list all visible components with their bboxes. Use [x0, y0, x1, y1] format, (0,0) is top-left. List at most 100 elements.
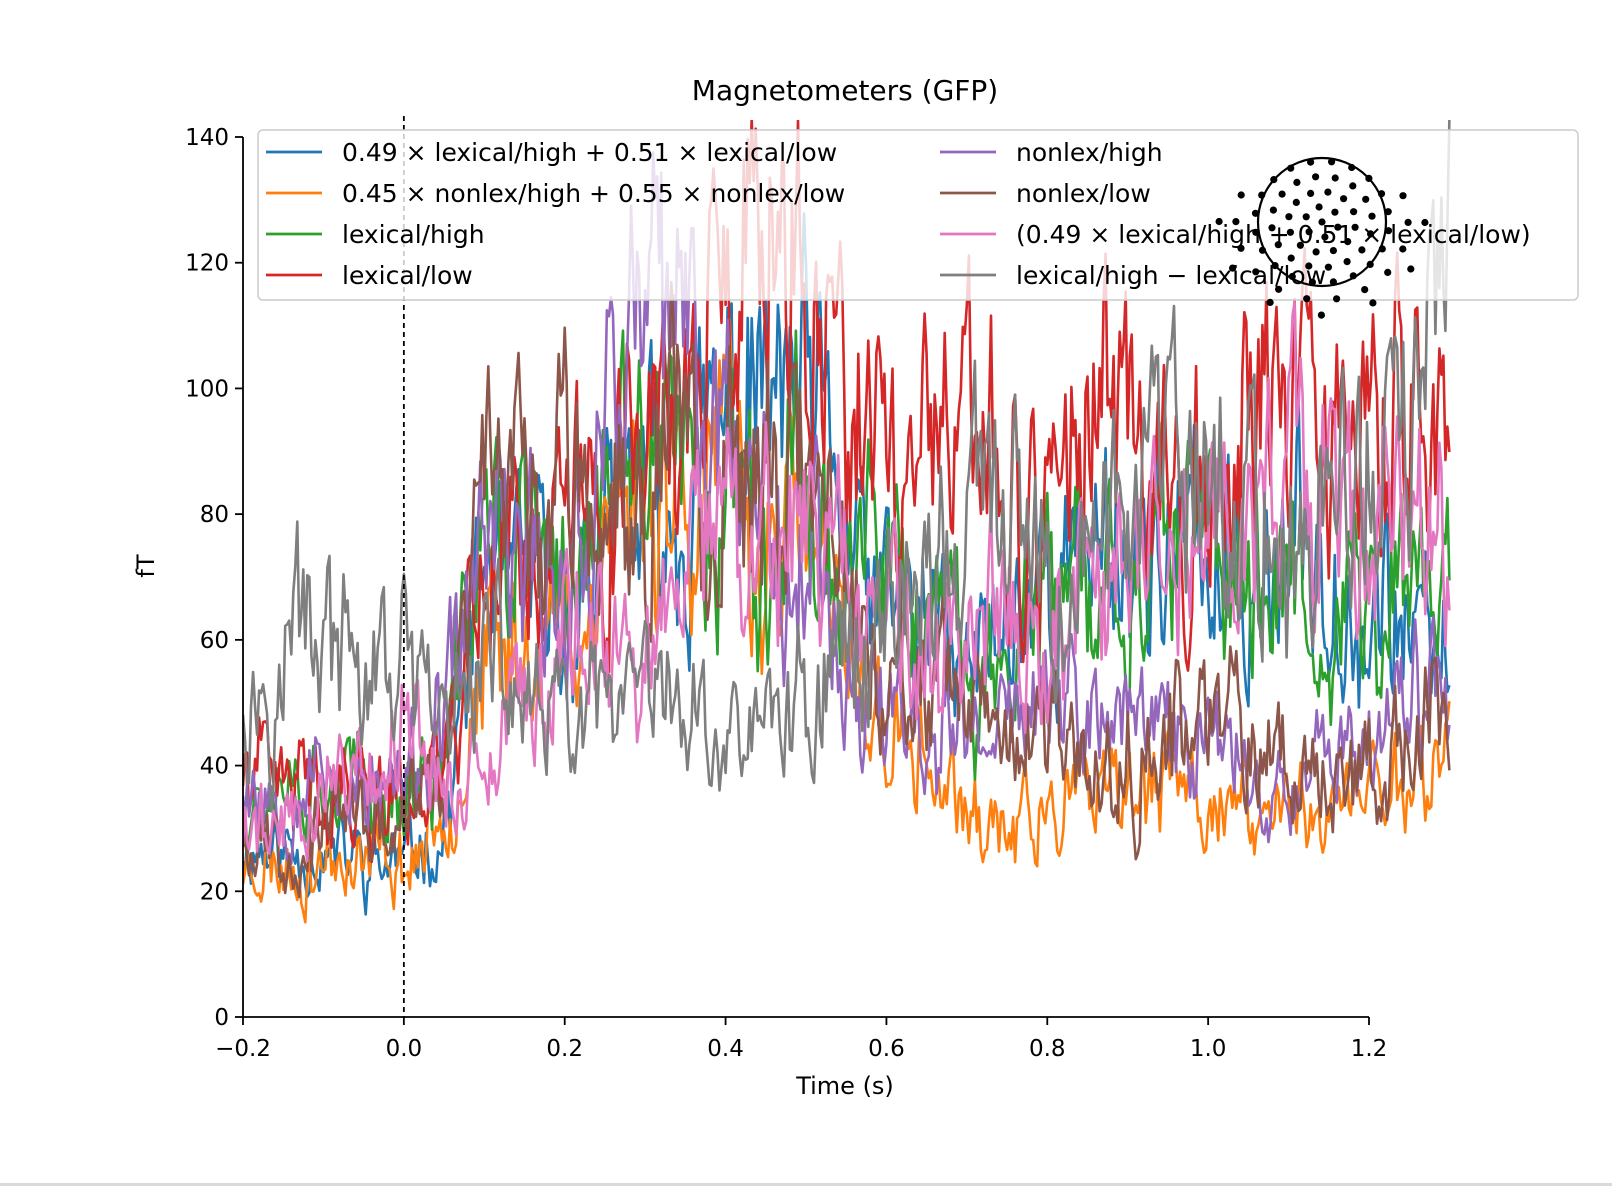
sensor-dot: [1237, 191, 1245, 199]
x-ticks: −0.2 0.0 0.2 0.4 0.6 0.8 1.0 1.2: [215, 1017, 1387, 1062]
sensor-layout-head-icon: [1215, 156, 1429, 319]
sensor-dot: [1275, 285, 1283, 293]
legend-label-0: 0.49 × lexical/high + 0.51 × lexical/low: [342, 138, 837, 167]
sensor-dot: [1312, 248, 1320, 256]
sensor-dot: [1293, 178, 1301, 186]
sensor-dot: [1384, 268, 1392, 276]
sensor-dot: [1378, 245, 1386, 253]
sensor-dot: [1334, 223, 1342, 231]
sensor-dot: [1348, 163, 1356, 172]
y-tick-label: 140: [185, 125, 229, 151]
sensor-dot: [1258, 191, 1266, 199]
sensor-dot: [1287, 254, 1295, 262]
sensor-dot: [1296, 241, 1304, 249]
legend-label-3: lexical/low: [342, 261, 473, 290]
y-tick-label: 100: [185, 376, 229, 402]
sensor-dot: [1324, 263, 1332, 271]
legend-label-2: lexical/high: [342, 220, 485, 249]
sensor-dot: [1305, 262, 1313, 270]
sensor-dot: [1308, 278, 1316, 286]
x-axis-label: Time (s): [795, 1072, 894, 1100]
sensor-dot: [1358, 246, 1366, 254]
sensor-dot: [1366, 260, 1374, 268]
sensor-dot: [1274, 241, 1282, 249]
series-group: [243, 120, 1451, 924]
sensor-dots: [1215, 158, 1429, 319]
sensor-dot: [1329, 247, 1337, 255]
sensor-dot: [1307, 189, 1315, 197]
sensor-dot: [1251, 209, 1260, 217]
x-tick-label: 0.8: [1029, 1036, 1066, 1062]
legend-label-4: nonlex/high: [1016, 138, 1163, 167]
window-bottom-edge: [0, 1183, 1612, 1186]
sensor-dot: [1340, 195, 1348, 203]
sensor-dot: [1292, 198, 1300, 206]
sensor-dot: [1288, 272, 1296, 281]
x-tick-label: 0.6: [868, 1036, 905, 1062]
sensor-dot: [1324, 188, 1332, 196]
x-tick-label: 0.0: [386, 1036, 423, 1062]
sensor-dot: [1307, 158, 1315, 166]
series-line-7: [243, 120, 1451, 813]
y-ticks: 0 20 40 60 80 100 120 140: [185, 125, 243, 1031]
sensor-dot: [1384, 227, 1393, 235]
x-tick-label: 0.2: [546, 1036, 583, 1062]
sensor-dot: [1252, 268, 1260, 276]
sensor-dot: [1331, 174, 1339, 182]
axes: [242, 137, 1369, 1018]
sensor-dot: [1344, 238, 1352, 246]
sensor-dot: [1350, 208, 1358, 216]
legend-label-6: (0.49 × lexical/high + 0.51 × lexical/lo…: [1016, 220, 1531, 249]
sensor-dot: [1407, 265, 1415, 273]
y-axis-label: fT: [132, 554, 160, 577]
sensor-dot: [1362, 195, 1370, 203]
series-line-4: [243, 151, 1451, 866]
sensor-dot: [1215, 217, 1223, 226]
sensor-dot: [1268, 224, 1276, 232]
sensor-dot: [1384, 208, 1392, 216]
y-tick-label: 0: [214, 1005, 229, 1031]
sensor-dot: [1368, 212, 1376, 220]
sensor-dot: [1286, 228, 1294, 236]
sensor-dot: [1399, 245, 1407, 253]
sensor-dot: [1351, 223, 1359, 231]
sensor-dot: [1329, 278, 1337, 286]
sensor-dot: [1270, 176, 1278, 184]
sensor-dot: [1399, 192, 1407, 200]
y-tick-label: 80: [200, 502, 229, 528]
series-line-6: [243, 300, 1451, 863]
sensor-dot: [1271, 262, 1279, 270]
sensor-dot: [1266, 298, 1274, 306]
sensor-dot: [1278, 190, 1286, 198]
x-tick-label: −0.2: [215, 1036, 271, 1062]
sensor-dot: [1312, 173, 1320, 181]
chart-title: Magnetometers (GFP): [692, 74, 998, 107]
sensor-dot: [1349, 272, 1357, 280]
sensor-dot: [1229, 264, 1237, 272]
y-tick-label: 60: [200, 628, 229, 654]
sensor-dot: [1349, 182, 1357, 190]
sensor-dot: [1377, 190, 1386, 198]
sensor-dot: [1315, 203, 1323, 211]
y-tick-label: 20: [200, 879, 229, 905]
x-tick-label: 1.2: [1351, 1036, 1388, 1062]
sensor-dot: [1343, 258, 1351, 266]
sensor-dot: [1287, 164, 1295, 172]
sensor-dot: [1305, 228, 1313, 236]
x-tick-label: 0.4: [707, 1036, 744, 1062]
legend-frame: [257, 129, 1579, 301]
sensor-dot: [1421, 218, 1429, 227]
sensor-dot: [1404, 218, 1412, 226]
sensor-dot: [1318, 218, 1326, 226]
sensor-dot: [1269, 206, 1277, 214]
x-tick-label: 1.0: [1190, 1036, 1227, 1062]
y-tick-label: 40: [200, 754, 229, 780]
sensor-dot: [1258, 246, 1267, 254]
legend-label-5: nonlex/low: [1016, 179, 1151, 208]
sensor-dot: [1237, 244, 1245, 252]
sensor-dot: [1302, 213, 1310, 221]
sensor-dot: [1317, 311, 1325, 319]
sensor-dot: [1252, 228, 1260, 236]
sensor-dot: [1232, 218, 1240, 226]
